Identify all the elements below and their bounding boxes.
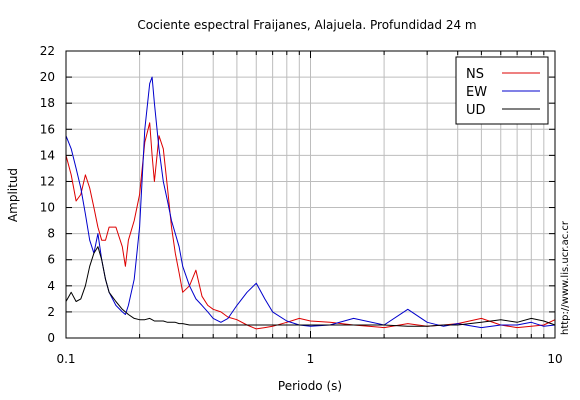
series-line-ns [65,122,556,330]
legend-label-ew: EW [466,85,487,100]
y-tick-label: 4 [47,279,55,293]
legend-label-ns: NS [466,67,484,82]
y-tick-label: 10 [40,201,55,215]
y-tick-label: 14 [40,148,55,162]
legend-items: NS EW UD [466,67,540,118]
x-tick-label: 1 [307,352,315,366]
y-tick-label: 16 [40,122,55,136]
series-line-ud [65,246,556,327]
y-tick-label: 12 [40,174,55,188]
x-tick-label: 0.1 [56,352,75,366]
chart-title: Cociente espectral Fraijanes, Alajuela. … [137,18,476,32]
y-tick-label: 2 [47,305,55,319]
y-axis-label: Amplitud [6,168,20,222]
y-tick-label: 0 [47,331,55,345]
legend-label-ud: UD [466,103,486,118]
y-tick-label: 18 [40,96,55,110]
y-tick-label: 6 [47,253,55,267]
y-tick-label: 8 [47,227,55,241]
x-axis-label: Periodo (s) [278,379,342,393]
legend: NS EW UD [455,56,549,125]
axis-ticks: 0.1 1 10 0 2 4 6 8 10 12 14 16 18 20 22 [40,44,563,366]
x-tick-label: 10 [547,352,562,366]
series-lines [65,76,556,330]
y-tick-label: 22 [40,44,55,58]
side-url-text: http://www.lis.ucr.ac.cr [560,220,571,335]
y-tick-label: 20 [40,70,55,84]
